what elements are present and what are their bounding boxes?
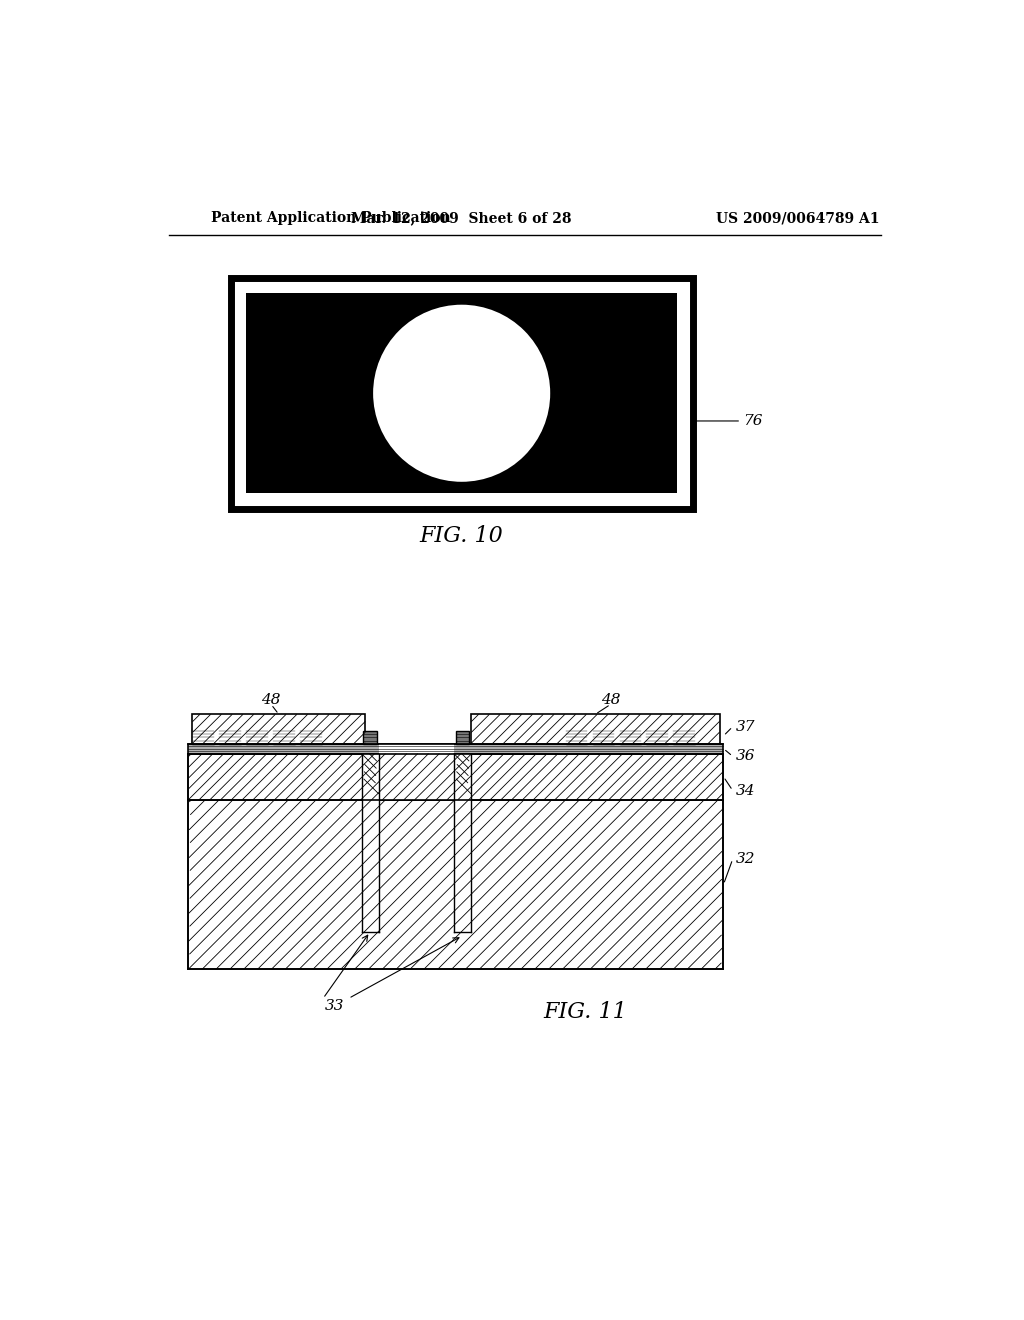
Bar (246, 729, 267, 743)
Ellipse shape (373, 305, 550, 482)
Bar (471, 714, 720, 743)
Bar (620, 729, 641, 743)
Text: 37: 37 (736, 719, 756, 734)
Text: 34: 34 (736, 784, 756, 797)
Text: 76: 76 (742, 414, 762, 428)
Bar (273, 729, 295, 743)
Text: Mar. 12, 2009  Sheet 6 of 28: Mar. 12, 2009 Sheet 6 of 28 (351, 211, 572, 226)
Text: Patent Application Publication: Patent Application Publication (211, 211, 451, 226)
Bar (188, 754, 724, 800)
Bar (379, 743, 454, 754)
Text: 48: 48 (261, 693, 281, 708)
Bar (364, 731, 377, 743)
Bar (565, 729, 587, 743)
Bar (219, 729, 241, 743)
Bar (193, 714, 366, 743)
Text: 36: 36 (736, 750, 756, 763)
Bar (188, 743, 724, 754)
Bar (246, 293, 677, 494)
Text: 32: 32 (736, 853, 756, 866)
Bar (188, 800, 724, 969)
Bar (193, 729, 214, 743)
Bar (646, 729, 668, 743)
Text: US 2009/0064789 A1: US 2009/0064789 A1 (716, 211, 880, 226)
Bar (674, 729, 695, 743)
Text: 33: 33 (325, 999, 344, 1014)
Bar (361, 754, 379, 932)
Bar (593, 729, 614, 743)
Bar (379, 754, 454, 800)
Bar (456, 731, 469, 743)
Bar (230, 277, 692, 508)
Bar (300, 729, 322, 743)
Text: FIG. 11: FIG. 11 (543, 1001, 627, 1023)
Text: FIG. 10: FIG. 10 (420, 525, 504, 546)
Bar (454, 754, 471, 932)
Text: 48: 48 (601, 693, 621, 708)
